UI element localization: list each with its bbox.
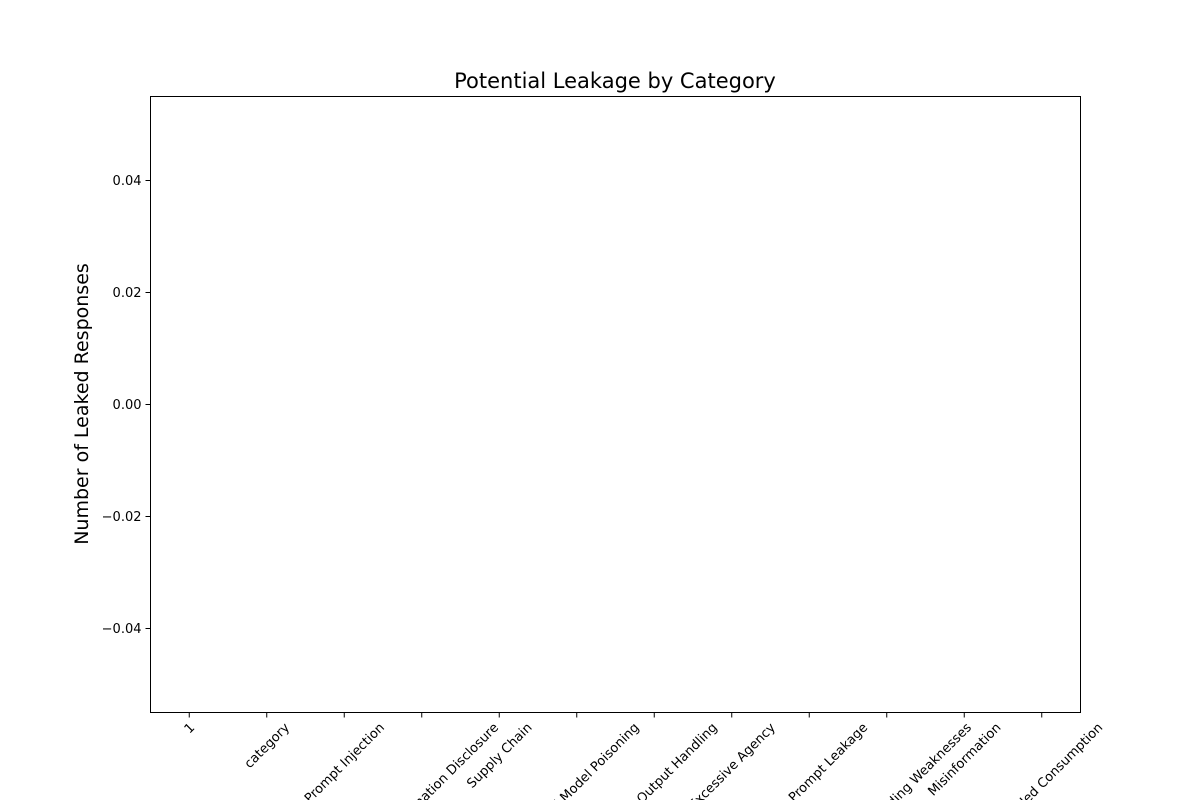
x-tick-label: category [242,720,293,771]
y-tick-label: 0.00 [113,398,142,413]
chart-title: Potential Leakage by Category [454,69,776,93]
plot-frame [150,96,1081,713]
y-tick-label: 0.02 [113,286,142,301]
x-tick-label: Prompt Injection [302,720,388,800]
y-tick-label: 0.04 [113,174,142,189]
y-tick-label: −0.02 [102,510,142,525]
y-axis-label: Number of Leaked Responses [71,263,93,545]
y-tick-label: −0.04 [102,622,142,637]
x-tick-label: 1 [182,720,198,736]
